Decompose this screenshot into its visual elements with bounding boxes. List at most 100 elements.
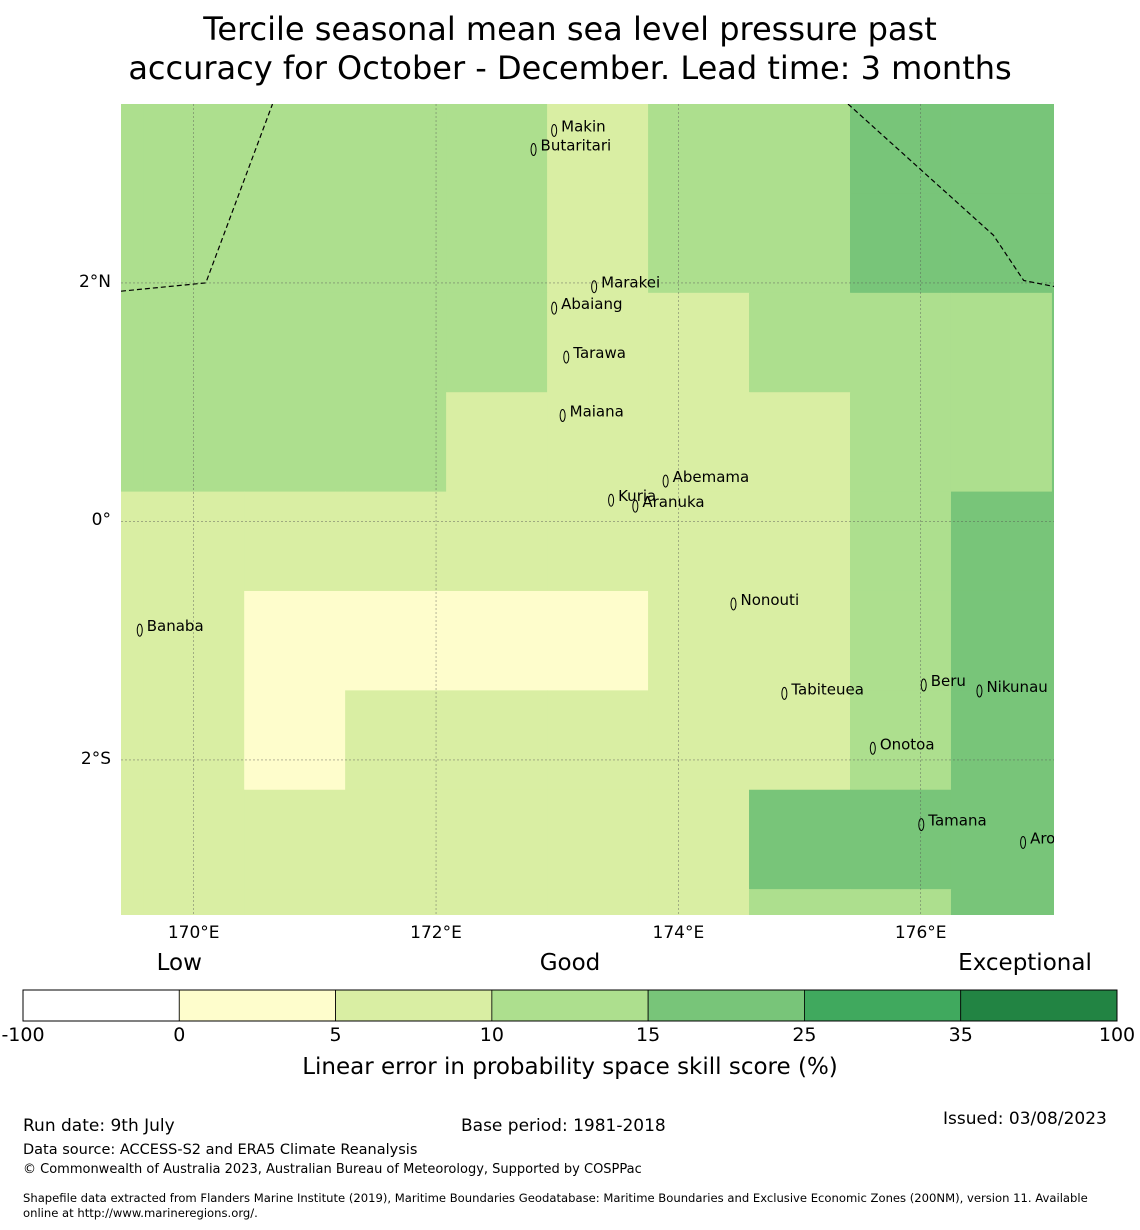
island-outline	[530, 143, 537, 157]
skill-cell	[547, 690, 649, 791]
skill-cell	[121, 292, 144, 393]
colorbar-segment	[491, 989, 649, 1022]
skill-cell	[648, 889, 750, 915]
skill-cell	[749, 491, 851, 592]
skill-cell	[547, 104, 649, 195]
island-label: Marakei	[601, 274, 660, 292]
skill-cell	[850, 193, 952, 294]
skill-cell	[547, 392, 649, 493]
skill-cell	[244, 392, 346, 493]
island-label: Nonouti	[740, 591, 799, 609]
skill-cell	[121, 104, 144, 195]
skill-cell	[749, 193, 851, 294]
island-label: Banaba	[147, 617, 204, 635]
shapefile-credit-line-1: Shapefile data extracted from Flanders M…	[23, 1191, 1088, 1205]
skill-cell	[345, 690, 447, 791]
run-date: Run date: 9th July	[23, 1116, 175, 1136]
skill-cell	[850, 292, 952, 393]
skill-cell	[345, 292, 447, 393]
skill-cell	[749, 104, 851, 195]
colorbar-segment	[22, 989, 180, 1022]
skill-cell	[547, 789, 649, 890]
data-source: Data source: ACCESS-S2 and ERA5 Climate …	[23, 1142, 418, 1158]
lon-tick-label: 170°E	[167, 923, 220, 943]
skill-cell	[345, 104, 447, 195]
colorbar-category-label: Exceptional	[958, 950, 1092, 976]
colorbar-tick-label: 15	[636, 1024, 661, 1046]
skill-cell	[244, 491, 346, 592]
island-label: Tarawa	[572, 344, 626, 362]
title-line-2: accuracy for October - December. Lead ti…	[128, 49, 1012, 87]
island-outline	[1020, 835, 1027, 849]
skill-cell	[850, 104, 952, 195]
skill-cell	[749, 889, 851, 915]
skill-grid: Makin Butaritari Marakei Abaiang Tarawa Maian…	[121, 0, 1140, 1188]
island-outline	[563, 350, 570, 364]
skill-cell	[244, 590, 346, 691]
skill-cell	[1052, 1088, 1140, 1188]
skill-cell	[648, 690, 750, 791]
skill-cell	[345, 392, 447, 493]
skill-cell	[121, 193, 144, 294]
skill-cell	[446, 590, 548, 691]
lat-tick-label: 2°N	[78, 271, 111, 292]
colorbar-segment	[335, 989, 493, 1022]
island-label: Kuria	[618, 487, 656, 505]
eez-boundary	[121, 104, 274, 292]
island-label: Abemama	[673, 468, 750, 486]
island-outline	[551, 123, 558, 137]
skill-cell	[950, 590, 1053, 691]
eez-boundary	[847, 104, 1054, 288]
skill-cell	[345, 789, 447, 890]
skill-cell	[648, 590, 750, 691]
skill-cell	[143, 0, 245, 95]
island-outline	[976, 684, 983, 698]
island-outline	[559, 409, 566, 423]
skill-cell	[1051, 392, 1054, 493]
skill-cell	[850, 392, 952, 493]
skill-cell	[121, 889, 144, 915]
skill-cell	[749, 590, 851, 691]
island-label: Abaiang	[561, 295, 622, 313]
skill-cell	[648, 104, 750, 195]
island-label: Makin	[561, 117, 606, 135]
island-outline	[551, 301, 558, 315]
base-period: Base period: 1981-2018	[461, 1116, 666, 1136]
lon-tick-label: 176°E	[894, 923, 947, 943]
gridlines	[121, 104, 1054, 915]
island-outline	[591, 280, 598, 294]
skill-cell	[547, 889, 649, 915]
colorbar-category-label: Low	[156, 950, 202, 976]
skill-cell	[121, 690, 144, 791]
skill-cell	[1051, 292, 1054, 393]
skill-cell	[950, 292, 1053, 393]
skill-cell	[121, 491, 144, 592]
skill-cell	[950, 889, 1053, 915]
skill-cell	[244, 889, 346, 915]
skill-cell	[547, 0, 649, 95]
colorbar-tick-label: 5	[329, 1024, 342, 1046]
lat-tick-label: 0°	[91, 510, 111, 531]
skill-cell	[1051, 590, 1054, 691]
island-label: Tamana	[927, 812, 986, 830]
skill-cell	[648, 0, 750, 95]
skill-cell	[648, 789, 750, 890]
skill-cell	[950, 392, 1053, 493]
skill-cell	[244, 193, 346, 294]
island-label: Nikunau	[986, 678, 1047, 696]
skill-cell	[1052, 0, 1140, 95]
colorbar-label: Linear error in probability space skill …	[302, 1054, 838, 1080]
skill-cell	[547, 590, 649, 691]
skill-cell	[244, 789, 346, 890]
skill-cell	[244, 690, 346, 791]
skill-cell	[345, 193, 447, 294]
skill-cell	[850, 1088, 952, 1188]
island-outline	[632, 499, 639, 513]
skill-cell	[121, 789, 144, 890]
skill-cell	[749, 690, 851, 791]
skill-cell	[547, 292, 649, 393]
skill-cell	[850, 491, 952, 592]
island-outline	[920, 678, 927, 692]
skill-cell	[345, 491, 447, 592]
